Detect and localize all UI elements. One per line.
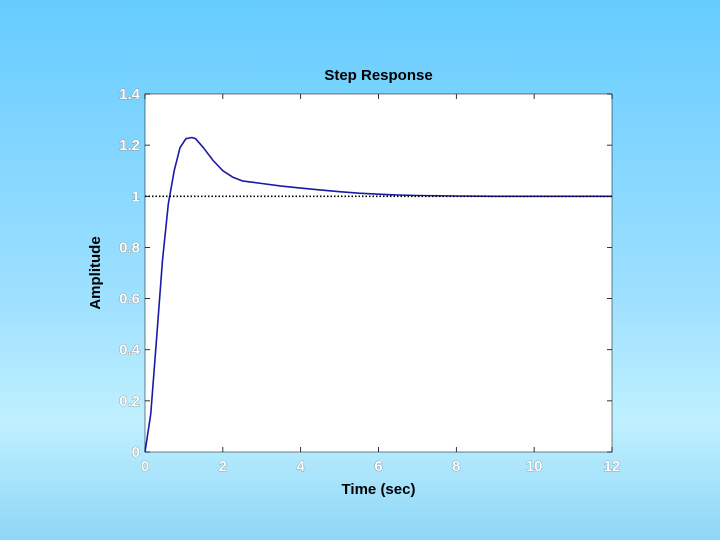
y-tick-label: 1.2: [119, 137, 140, 154]
x-tick-label: 6: [374, 458, 382, 475]
y-tick-label: 0.2: [119, 393, 140, 410]
y-tick-label: 0.6: [119, 291, 140, 308]
series-group: [144, 136, 612, 453]
y-tick-label: 0.4: [119, 342, 141, 359]
y-tick-label: 1: [132, 188, 140, 205]
step-response-line: [144, 136, 612, 453]
x-axis-label: Time (sec): [342, 481, 416, 498]
y-tick-label: 1.4: [119, 86, 141, 103]
chart-title: Step Response: [324, 67, 432, 84]
x-tick-labels: 0 2 4 6 8 10 12: [141, 458, 621, 476]
plot-area: [144, 93, 613, 453]
y-tick-labels: 0 0.2 0.4 0.6 0.8 1 1.2 1.4: [119, 86, 141, 462]
y-tick-label: 0.8: [119, 239, 140, 256]
x-tick-label: 8: [452, 458, 460, 475]
y-tick-label: 0: [132, 444, 140, 461]
x-tick-label: 12: [604, 458, 621, 475]
x-tick-label: 10: [526, 458, 543, 475]
x-tick-label: 0: [141, 458, 149, 475]
y-axis-label: Amplitude: [87, 236, 104, 309]
x-tick-label: 4: [296, 458, 305, 475]
x-tick-label: 2: [219, 458, 227, 475]
axis-ticks: [144, 93, 613, 453]
